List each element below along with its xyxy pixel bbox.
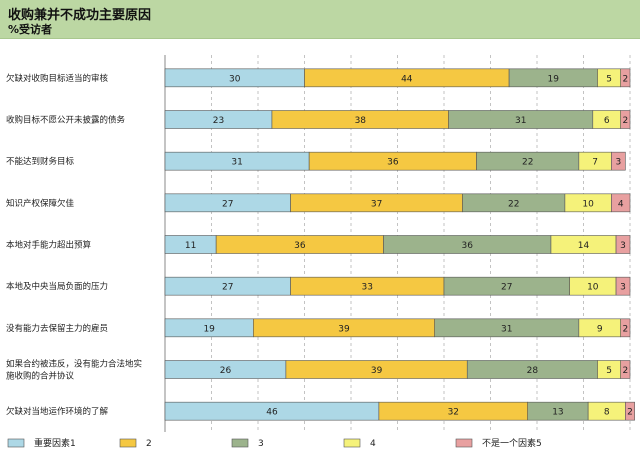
data-label: 3 [616, 158, 622, 168]
data-label: 11 [185, 241, 196, 251]
legend-swatch [7, 438, 25, 448]
bar-segment [611, 151, 626, 171]
data-label: 31 [231, 158, 242, 168]
data-label: 39 [371, 366, 383, 376]
category-label: 如果合约被违反，没有能力合法地实施收购的合并协议 [6, 359, 142, 382]
data-label: 5 [606, 366, 612, 376]
data-label: 2 [622, 324, 628, 334]
data-label: 30 [229, 74, 241, 84]
legend-label: 2 [146, 439, 152, 449]
data-label: 2 [627, 408, 633, 418]
data-label: 28 [527, 366, 539, 376]
legend-label: 不是一个因素5 [482, 437, 542, 449]
category-label: 本地对手能力超出预算 [6, 240, 92, 251]
legend-swatch [455, 438, 473, 448]
data-label: 4 [618, 199, 624, 209]
data-label: 19 [203, 324, 215, 334]
data-label: 10 [582, 199, 594, 209]
data-label: 27 [222, 283, 233, 293]
data-label: 38 [355, 116, 367, 126]
bar-segment [615, 235, 631, 254]
category-label: 不能达到财务目标 [6, 156, 75, 167]
bar-segment [615, 276, 631, 296]
data-label: 8 [604, 408, 610, 418]
data-label: 23 [213, 116, 224, 126]
data-label: 44 [401, 74, 413, 84]
category-label: 收购目标不愿公开未披露的债务 [6, 115, 126, 126]
data-label: 6 [604, 116, 610, 126]
data-label: 14 [578, 241, 590, 251]
data-label: 37 [371, 199, 382, 209]
category-label: 欠缺对当地运作环境的了解 [6, 406, 109, 417]
data-label: 36 [294, 241, 306, 251]
data-label: 10 [587, 283, 599, 293]
category-label: 欠缺对收购目标适当的审核 [6, 73, 109, 84]
data-label: 26 [220, 366, 232, 376]
chart-subtitle: %受访者 [8, 23, 53, 36]
bar-segment [620, 68, 631, 88]
chart-title: 收购兼并不成功主要原因 [8, 8, 152, 23]
data-label: 5 [606, 74, 612, 84]
category-label: 知识产权保障欠佳 [6, 198, 75, 209]
data-label: 27 [501, 283, 512, 293]
bar-segment [620, 318, 631, 338]
data-label: 22 [508, 199, 519, 209]
bar-segment [625, 401, 635, 421]
bar-segment [620, 110, 631, 129]
legend-swatch [343, 438, 361, 448]
data-label: 9 [597, 324, 603, 334]
data-label: 46 [266, 408, 278, 418]
legend-label: 3 [258, 439, 264, 449]
data-label: 2 [622, 116, 628, 126]
data-label: 27 [222, 199, 233, 209]
data-label: 2 [622, 74, 628, 84]
data-label: 31 [515, 116, 526, 126]
data-label: 32 [448, 408, 459, 418]
data-label: 19 [548, 74, 560, 84]
data-label: 36 [387, 158, 399, 168]
data-label: 3 [620, 241, 626, 251]
bar-segment [611, 193, 631, 213]
data-label: 31 [501, 324, 512, 334]
data-label: 7 [592, 158, 598, 168]
data-label: 13 [552, 408, 563, 418]
data-label: 22 [522, 158, 533, 168]
legend-label: 重要因素1 [34, 437, 76, 449]
category-label: 本地及中央当局负面的压力 [6, 281, 108, 292]
legend-swatch [119, 438, 137, 448]
category-label: 没有能力去保留主力的雇员 [6, 323, 108, 334]
data-label: 36 [462, 241, 474, 251]
data-label: 33 [362, 283, 373, 293]
data-label: 2 [622, 366, 628, 376]
legend-label: 4 [370, 439, 376, 449]
chart-header: 收购兼并不成功主要原因 %受访者 [0, 0, 640, 39]
data-label: 3 [620, 283, 626, 293]
data-label: 39 [338, 324, 350, 334]
bar-segment [620, 360, 631, 379]
legend-swatch [231, 438, 249, 448]
